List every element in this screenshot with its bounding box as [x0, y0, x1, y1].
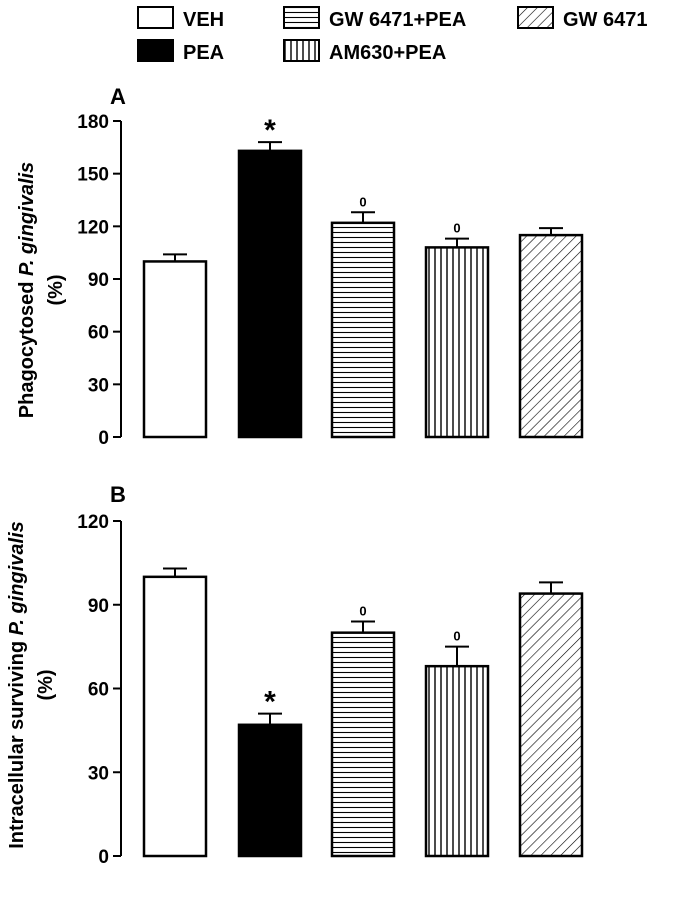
y-tick-label-a: 60 — [88, 323, 109, 344]
legend-label-gw6471: GW 6471 — [563, 9, 647, 31]
legend-label-gw6471-pea: GW 6471+PEA — [329, 9, 466, 31]
legend-item-gw6471: GW 6471 — [517, 6, 647, 31]
bar-a-pea — [237, 149, 303, 439]
significance-mark-b-gw6471-pea: 0 — [359, 604, 366, 619]
legend-label-veh: VEH — [183, 9, 224, 31]
legend-item-gw6471-pea: GW 6471+PEA — [283, 6, 466, 31]
chart-panel-b: B Intracellular surviving P. gingivalis … — [6, 482, 584, 868]
panel-label-a: A — [110, 84, 126, 109]
y-tick-label-b: 30 — [88, 763, 109, 784]
bar-b-gw6471 — [518, 592, 584, 858]
legend-swatch-pea — [137, 39, 174, 62]
y-axis-unit-b: (%) — [35, 669, 57, 700]
y-tick-label-a: 90 — [88, 270, 109, 291]
bar-b-veh — [142, 575, 208, 858]
bar-a-am630-pea — [424, 246, 490, 439]
significance-mark-a-am630-pea: 0 — [453, 221, 460, 236]
legend-label-am630-pea: AM630+PEA — [329, 42, 446, 64]
legend-swatch-veh — [137, 6, 174, 29]
legend-swatch-gw6471-pea — [283, 6, 320, 29]
y-tick-label-a: 180 — [77, 112, 109, 133]
bar-a-gw6471-pea — [330, 221, 396, 439]
y-tick-label-b: 90 — [88, 596, 109, 617]
y-tick-label-a: 30 — [88, 375, 109, 396]
bar-b-gw6471-pea — [330, 631, 396, 858]
y-axis-b: 0 30 60 90 120 — [77, 512, 122, 868]
bars-b: * 0 0 — [142, 567, 584, 858]
bars-a: * 0 0 — [142, 114, 584, 439]
y-tick-label-b: 120 — [77, 512, 109, 533]
y-axis-label-b-text: Intracellular surviving — [6, 635, 28, 848]
y-axis-label-a: Phagocytosed P. gingivalis — [16, 162, 38, 418]
y-axis-label-b-species: P. gingivalis — [6, 521, 28, 635]
bar-b-pea — [237, 723, 303, 858]
y-axis-label-b: Intracellular surviving P. gingivalis — [6, 521, 28, 849]
chart-panel-a: A Phagocytosed P. gingivalis (%) 0 30 60 90… — [16, 84, 584, 449]
y-tick-label-b: 60 — [88, 680, 109, 701]
legend-label-pea: PEA — [183, 42, 224, 64]
legend-swatch-am630-pea — [283, 39, 320, 62]
significance-mark-a-gw6471-pea: 0 — [359, 194, 366, 209]
y-tick-label-a: 0 — [98, 428, 109, 449]
legend-swatch-gw6471 — [517, 6, 554, 29]
significance-mark-b-pea: * — [264, 686, 276, 719]
y-tick-label-a: 150 — [77, 165, 109, 186]
significance-mark-b-am630-pea: 0 — [453, 629, 460, 644]
y-axis-label-a-text: Phagocytosed — [16, 276, 38, 418]
y-axis-label-a-species: P. gingivalis — [16, 162, 38, 276]
y-axis-unit-a: (%) — [45, 274, 67, 305]
panel-label-b: B — [110, 482, 126, 507]
legend: VEH PEA GW 6471+PEA AM630+PEA GW 6471 — [137, 6, 647, 64]
bar-a-gw6471 — [518, 233, 584, 439]
legend-item-veh: VEH — [137, 6, 224, 31]
legend-item-am630-pea: AM630+PEA — [283, 39, 446, 64]
bar-a-veh — [142, 260, 208, 439]
significance-mark-a-pea: * — [264, 114, 276, 147]
y-tick-label-a: 120 — [77, 217, 109, 238]
y-tick-label-b: 0 — [98, 847, 109, 868]
y-axis-a: 0 30 60 90 120 150 180 — [77, 112, 122, 449]
legend-item-pea: PEA — [137, 39, 224, 64]
bar-b-am630-pea — [424, 664, 490, 858]
